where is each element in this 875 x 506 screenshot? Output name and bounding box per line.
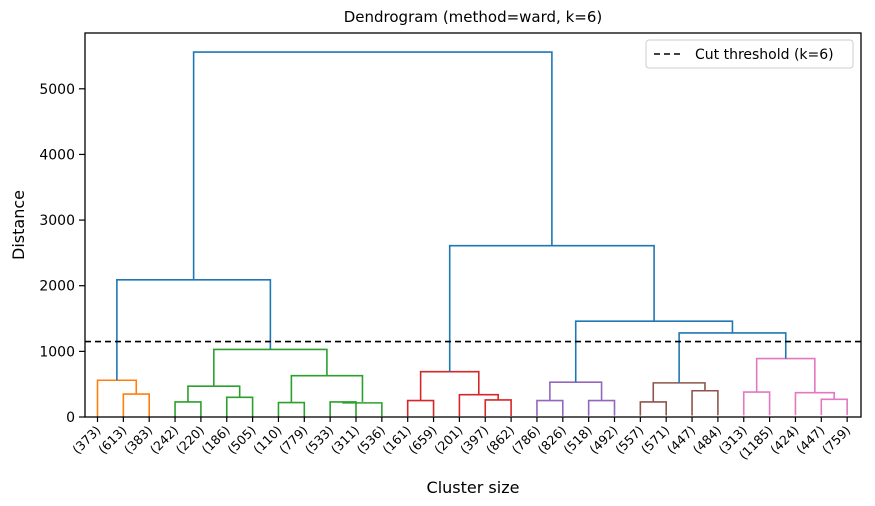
merge-link-17 [639, 401, 667, 416]
x-tick-label: (557) [612, 423, 646, 457]
legend-label: Cut threshold (k=6) [695, 47, 834, 63]
merge-link-26 [574, 320, 734, 383]
x-tick-label: (161) [379, 423, 413, 457]
merge-link-0 [122, 393, 150, 417]
legend-box [645, 39, 854, 69]
merge-link-1 [96, 379, 138, 417]
merge-link-5 [277, 401, 306, 417]
y-axis-label: Distance [9, 190, 28, 260]
x-tick-label: (201) [431, 423, 465, 457]
x-tick-label: (533) [302, 423, 336, 457]
x-tick-label: (373) [69, 423, 103, 457]
y-axis-ticks: 0 1000 2000 3000 4000 5000 [39, 82, 85, 426]
merge-link-27 [448, 244, 655, 372]
y-tick-label: 4000 [39, 147, 75, 163]
x-tick-label: (613) [95, 423, 129, 457]
x-tick-label: (659) [405, 423, 439, 457]
x-tick-label: (311) [328, 423, 362, 457]
x-tick-label: (826) [535, 423, 569, 457]
merge-link-3 [225, 396, 254, 417]
dendrogram-links [96, 51, 848, 417]
merge-link-19 [652, 382, 706, 402]
x-axis-ticks: (373)(613)(383)(242)(220)(186)(505)(110)… [69, 417, 853, 463]
x-tick-label: (518) [560, 423, 594, 457]
merge-link-8 [290, 374, 364, 403]
x-axis-label: Cluster size [427, 478, 520, 497]
merge-link-9 [213, 348, 328, 387]
chart-title: Dendrogram (method=ward, k=6) [344, 8, 603, 26]
y-tick-label: 1000 [39, 344, 75, 360]
merge-link-12 [458, 393, 499, 417]
merge-link-20 [742, 391, 771, 416]
x-tick-label: (424) [767, 423, 801, 457]
x-tick-label: (242) [147, 423, 181, 457]
merge-link-2 [174, 401, 202, 417]
x-tick-label: (492) [586, 423, 620, 457]
x-tick-label: (447) [793, 423, 827, 457]
x-tick-label: (536) [354, 423, 388, 457]
legend: Cut threshold (k=6) [645, 39, 854, 69]
x-tick-label: (571) [638, 423, 672, 457]
x-tick-label: (505) [224, 423, 258, 457]
x-tick-label: (397) [457, 423, 491, 457]
merge-link-7 [342, 401, 383, 417]
merge-link-6 [329, 401, 357, 417]
merge-link-10 [406, 399, 435, 417]
x-tick-label: (759) [819, 423, 853, 457]
x-tick-label: (383) [121, 423, 155, 457]
x-tick-label: (786) [509, 423, 543, 457]
merge-link-28 [192, 51, 553, 280]
merge-link-22 [794, 391, 836, 416]
y-tick-label: 5000 [39, 82, 75, 98]
x-tick-label: (110) [250, 423, 284, 457]
y-tick-label: 3000 [39, 213, 75, 229]
merge-link-15 [587, 399, 616, 416]
merge-link-16 [549, 381, 603, 401]
merge-link-18 [691, 389, 719, 416]
x-tick-label: (862) [483, 423, 517, 457]
x-tick-label: (220) [173, 423, 207, 457]
x-tick-label: (484) [690, 423, 724, 457]
merge-link-13 [419, 370, 480, 401]
merge-link-23 [755, 357, 816, 393]
merge-link-21 [820, 398, 848, 416]
merge-link-14 [536, 399, 564, 416]
y-tick-label: 0 [66, 410, 75, 426]
merge-link-11 [484, 399, 512, 417]
plot-frame [84, 32, 862, 418]
x-tick-label: (447) [664, 423, 698, 457]
x-tick-label: (779) [276, 423, 310, 457]
y-tick-label: 2000 [39, 279, 75, 295]
merge-link-4 [187, 385, 241, 402]
x-tick-label: (186) [198, 423, 232, 457]
merge-link-24 [116, 279, 272, 381]
